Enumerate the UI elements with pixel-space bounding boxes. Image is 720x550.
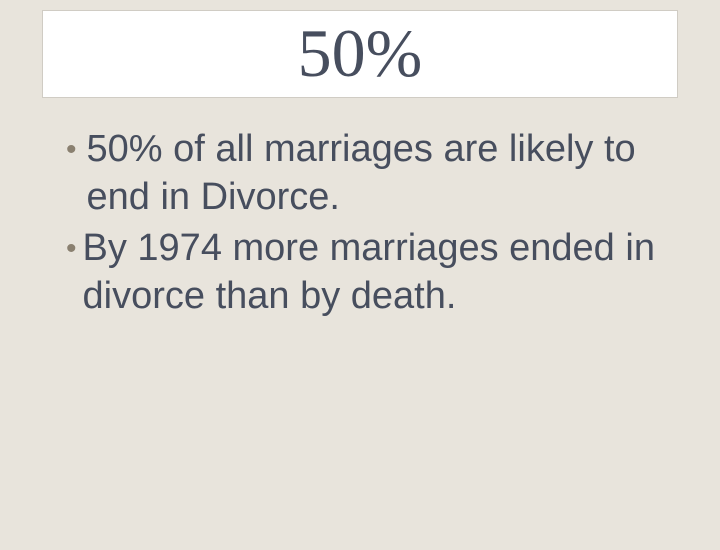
bullet-item: • By 1974 more marriages ended in divorc… (42, 225, 678, 320)
slide-title: 50% (43, 19, 677, 87)
bullet-item: • 50% of all marriages are likely to end… (42, 126, 678, 221)
bullet-text: 50% of all marriages are likely to end i… (87, 126, 678, 221)
title-box: 50% (42, 10, 678, 98)
bullet-icon: • (66, 225, 77, 273)
bullet-icon: • (66, 126, 77, 174)
bullet-text: By 1974 more marriages ended in divorce … (83, 225, 678, 320)
content-area: • 50% of all marriages are likely to end… (42, 126, 678, 320)
